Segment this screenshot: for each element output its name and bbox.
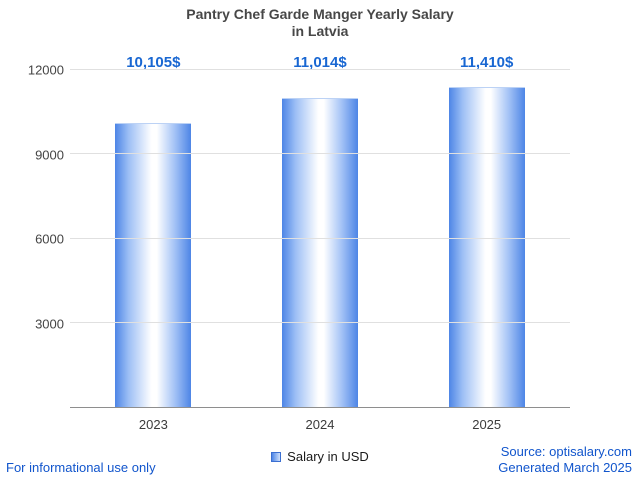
disclaimer-text: For informational use only [6, 460, 156, 475]
chart-title-line2: in Latvia [291, 23, 349, 39]
x-tick-label: 2024 [305, 417, 335, 432]
legend: Salary in USD [0, 449, 640, 464]
source-link[interactable]: Source: optisalary.com [500, 444, 632, 459]
bar-2024[interactable] [282, 97, 358, 407]
bar-value-label: 11,410$ [459, 54, 514, 71]
bar-slot [403, 70, 570, 407]
bar-slot [70, 70, 237, 407]
y-tick-label: 6000 [35, 231, 64, 247]
chart-title: Pantry Chef Garde Manger Yearly Salary i… [0, 6, 640, 40]
gridline [70, 321, 570, 323]
generated-date: Generated March 2025 [498, 460, 632, 475]
legend-swatch-icon [271, 451, 282, 462]
y-tick-label: 3000 [35, 316, 64, 331]
source-block: Source: optisalary.com Generated March 2… [498, 444, 632, 476]
bar-slot [237, 70, 404, 407]
y-tick-label: 9000 [35, 147, 64, 162]
bar-value-label: 10,105$ [126, 54, 181, 71]
chart-title-line1: Pantry Chef Garde Manger Yearly Salary [186, 6, 454, 22]
y-axis: 3000 6000 9000 12000 [0, 63, 64, 408]
gridline [70, 69, 570, 70]
bar-2023[interactable] [115, 123, 192, 407]
legend-label: Salary in USD [287, 449, 369, 464]
x-tick-label: 2025 [472, 417, 502, 432]
y-tick-label: 12000 [27, 62, 64, 78]
x-tick-label: 2023 [138, 417, 168, 432]
gridline [70, 153, 570, 155]
gridline [70, 237, 570, 239]
x-axis: 2023 2024 2025 [70, 417, 570, 432]
bars-row [70, 70, 570, 407]
bar-2025[interactable] [448, 86, 525, 407]
bar-value-labels: 10,105$ 11,014$ 11,410$ [70, 54, 570, 71]
plot-area [70, 69, 570, 408]
bar-value-label: 11,014$ [293, 54, 347, 71]
